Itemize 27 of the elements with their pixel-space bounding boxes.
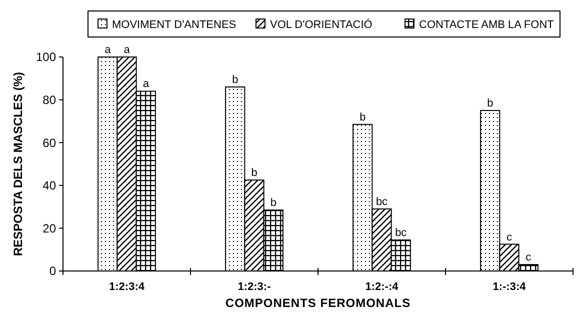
y-tick-label: 100 xyxy=(36,50,56,64)
x-tick-label: 1:2:-:4 xyxy=(365,281,400,293)
data-label: b xyxy=(251,167,258,180)
data-label: c xyxy=(506,231,512,244)
x-axis-title: COMPONENTS FEROMONALS xyxy=(225,296,411,310)
y-tick-label: 40 xyxy=(42,178,56,193)
data-label: b xyxy=(232,74,238,86)
x-tick-label: 1:2:3:4 xyxy=(109,281,146,293)
data-label: bc xyxy=(376,196,388,208)
y-tick-label: 20 xyxy=(42,221,56,236)
y-tick-label: 60 xyxy=(42,136,56,150)
y-axis-title: RESPOSTA DELS MASCLES (%) xyxy=(11,72,25,256)
x-tick-label: 1:-:3:4 xyxy=(492,281,527,293)
data-label: b xyxy=(487,98,494,110)
data-label: bc xyxy=(395,226,408,239)
legend-label: VOL D'ORIENTACIÓ xyxy=(270,18,373,31)
y-tick-label: 80 xyxy=(42,93,56,107)
x-tick-label: 1:2:3:- xyxy=(238,281,272,293)
data-label: b xyxy=(270,197,276,210)
y-tick-label: 0 xyxy=(49,264,56,278)
data-label: c xyxy=(526,252,532,264)
data-label: a xyxy=(104,44,112,56)
data-label: a xyxy=(142,78,150,90)
data-label: a xyxy=(124,44,131,56)
data-label: b xyxy=(360,111,366,124)
legend-label: MOVIMENT D'ANTENES xyxy=(112,19,236,31)
legend-label: CONTACTE AMB LA FONT xyxy=(419,19,554,31)
